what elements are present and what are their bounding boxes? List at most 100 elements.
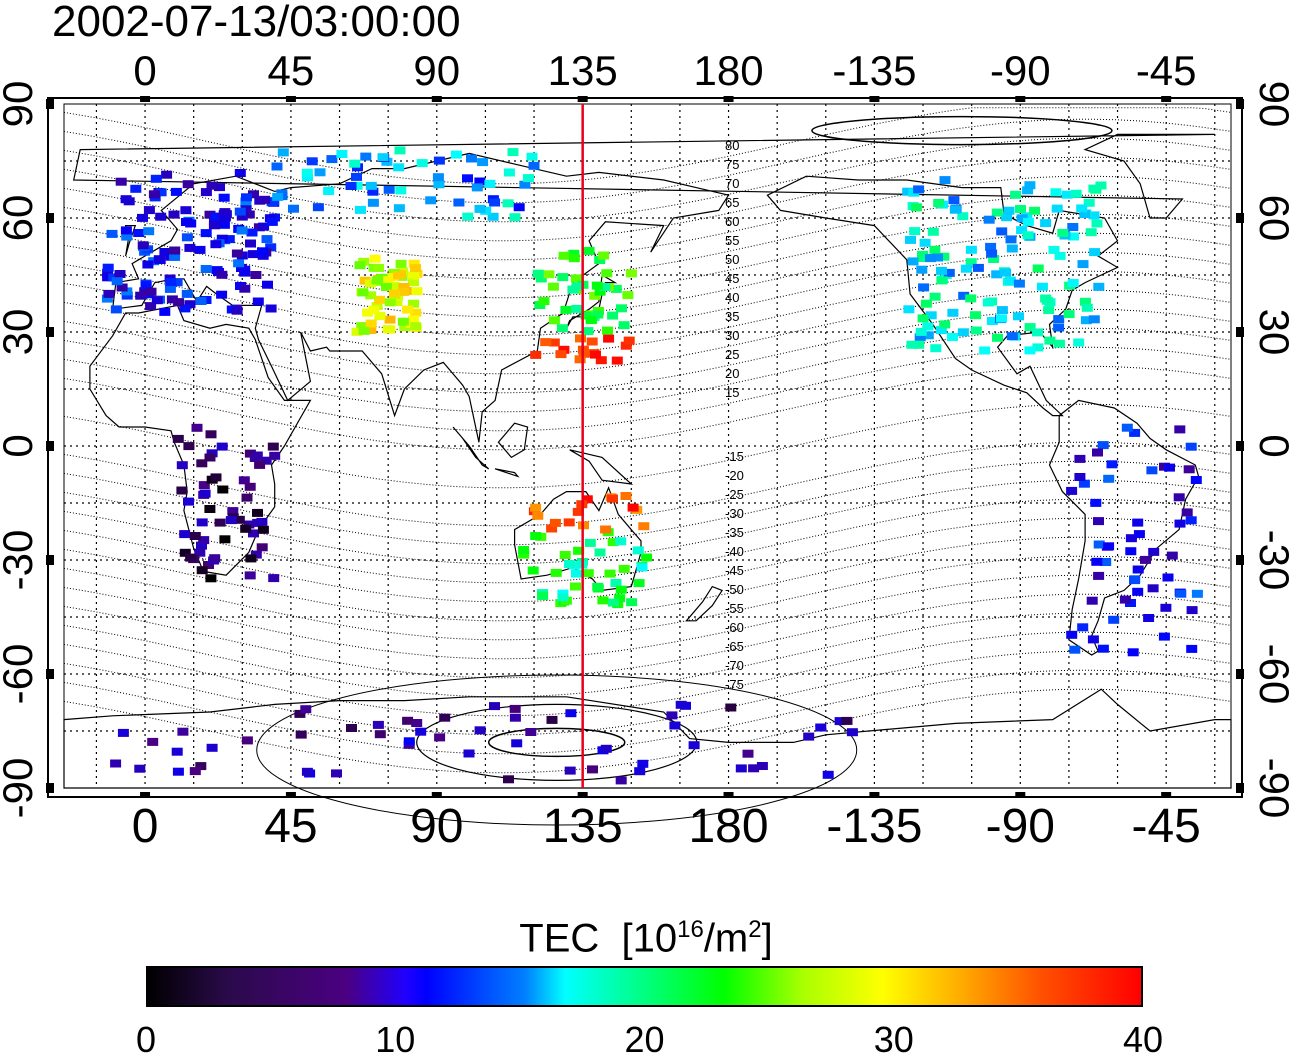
tec-point: [537, 592, 549, 600]
tec-point: [575, 334, 586, 343]
tec-point: [1077, 260, 1089, 269]
magnetic-contour: [63, 107, 1232, 185]
tec-point: [538, 297, 550, 306]
tec-point: [625, 269, 637, 278]
contour-label: 40: [725, 290, 739, 305]
tec-point: [920, 299, 932, 308]
tec-point: [231, 306, 243, 315]
tec-point: [584, 538, 596, 547]
tec-point: [608, 598, 619, 607]
continent-outline: [497, 422, 529, 459]
tec-point: [371, 276, 383, 285]
tec-point: [164, 284, 176, 293]
tec-point: [218, 220, 230, 229]
tec-point: [502, 199, 514, 208]
tec-point: [148, 257, 160, 266]
tec-point: [570, 274, 582, 283]
tec-point: [210, 473, 222, 482]
tec-point: [364, 279, 376, 288]
tec-point: [384, 298, 396, 307]
map-timestamp: 2002-07-13/03:00:00: [52, 0, 461, 46]
tec-point: [1093, 282, 1105, 291]
tec-point: [272, 192, 284, 201]
tec-point: [1091, 557, 1103, 566]
tec-point: [373, 264, 384, 272]
tec-point: [261, 235, 273, 244]
tec-point: [210, 212, 222, 221]
tec-point: [1086, 596, 1098, 605]
tec-point: [288, 204, 299, 213]
lon-tick-label-top: 90: [413, 47, 460, 94]
tec-point: [236, 226, 248, 235]
tec-point: [139, 287, 151, 296]
tec-point: [1032, 264, 1044, 273]
lon-tick-mark: [869, 96, 880, 102]
tec-point: [1146, 466, 1158, 475]
tec-point: [236, 212, 248, 221]
tec-point: [233, 259, 245, 268]
tec-point: [150, 174, 162, 183]
magnetic-contour: [63, 270, 1232, 356]
tec-point: [217, 485, 229, 494]
tec-point: [917, 314, 929, 323]
tec-point: [205, 574, 217, 583]
lat-tick-mark: [1236, 99, 1244, 109]
tec-point: [803, 732, 815, 741]
tec-point: [266, 217, 278, 226]
tec-point: [1016, 226, 1028, 235]
tec-point: [1162, 573, 1174, 582]
tec-point: [1186, 644, 1198, 653]
tec-point: [557, 273, 569, 282]
tec-point: [111, 277, 123, 286]
tec-point: [1080, 316, 1092, 325]
tec-point: [1181, 508, 1193, 517]
tec-point: [206, 743, 218, 752]
lat-tick-label-right: 90: [1251, 81, 1292, 128]
tec-point: [1093, 571, 1105, 580]
tec-point: [1103, 474, 1115, 483]
tec-point: [372, 720, 384, 729]
tec-point: [234, 169, 246, 177]
tec-point: [196, 541, 207, 550]
tec-point: [603, 334, 615, 343]
tec-point: [102, 268, 114, 277]
tec-point: [260, 456, 272, 465]
tec-point: [610, 579, 622, 587]
lon-tick-label-bottom: 90: [410, 800, 463, 853]
tec-point: [560, 305, 572, 314]
tec-point: [590, 350, 601, 359]
tec-point: [415, 727, 427, 736]
tec-point: [425, 196, 437, 205]
tec-point: [196, 518, 208, 527]
tec-point: [294, 709, 306, 718]
tec-point: [910, 203, 922, 212]
tec-point: [936, 276, 948, 285]
tec-point: [1127, 648, 1139, 657]
tec-point: [257, 251, 269, 260]
tec-point: [528, 161, 540, 170]
colorbar-tick-label: 10: [375, 1019, 416, 1060]
tec-point: [474, 726, 486, 735]
lon-tick-mark: [577, 792, 588, 798]
tec-point: [1140, 555, 1151, 564]
tec-point: [210, 240, 222, 249]
magnetic-contour: [63, 574, 1232, 660]
tec-point: [179, 530, 191, 539]
tec-point: [266, 198, 278, 207]
lat-tick-mark: [46, 555, 54, 565]
contour-label: -30: [725, 506, 744, 521]
south-pole-contour: [487, 727, 626, 758]
tec-point: [336, 150, 348, 158]
tec-point: [244, 449, 256, 458]
tec-point: [161, 170, 173, 179]
tec-point: [1022, 217, 1034, 226]
lon-tick-mark: [723, 792, 734, 798]
tec-point: [314, 168, 326, 177]
tec-point: [365, 291, 377, 300]
tec-point: [587, 765, 598, 774]
tec-point: [503, 775, 514, 784]
tec-point: [1066, 630, 1078, 639]
tec-point: [1186, 606, 1198, 615]
tec-point: [979, 346, 991, 355]
tec-point: [991, 270, 1003, 279]
